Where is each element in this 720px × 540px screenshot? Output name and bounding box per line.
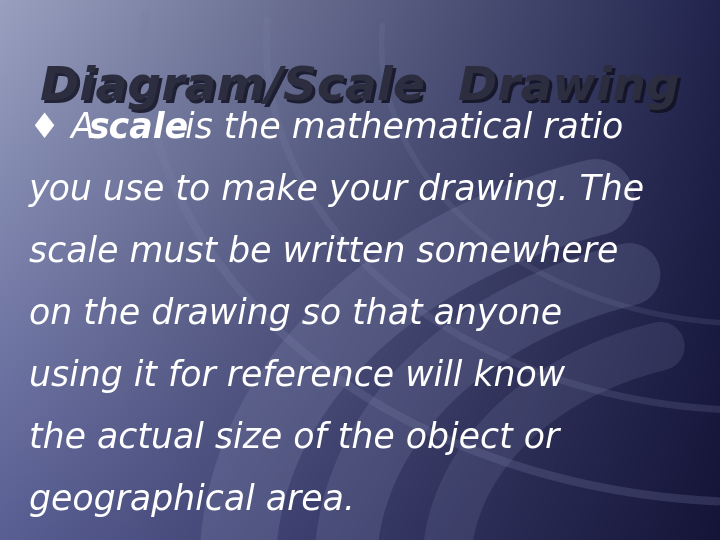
Text: you use to make your drawing. The: you use to make your drawing. The: [29, 173, 645, 207]
Text: using it for reference will know: using it for reference will know: [29, 359, 565, 393]
Text: on the drawing so that anyone: on the drawing so that anyone: [29, 297, 562, 331]
Text: geographical area.: geographical area.: [29, 483, 355, 517]
Text: scale: scale: [89, 111, 189, 145]
Text: Diagram/Scale  Drawing: Diagram/Scale Drawing: [40, 65, 680, 110]
Text: is the mathematical ratio: is the mathematical ratio: [174, 111, 623, 145]
Text: the actual size of the object or: the actual size of the object or: [29, 421, 559, 455]
Text: scale must be written somewhere: scale must be written somewhere: [29, 235, 618, 269]
Text: Diagram/Scale  Drawing: Diagram/Scale Drawing: [43, 68, 683, 113]
Text: ♦ A: ♦ A: [29, 111, 106, 145]
